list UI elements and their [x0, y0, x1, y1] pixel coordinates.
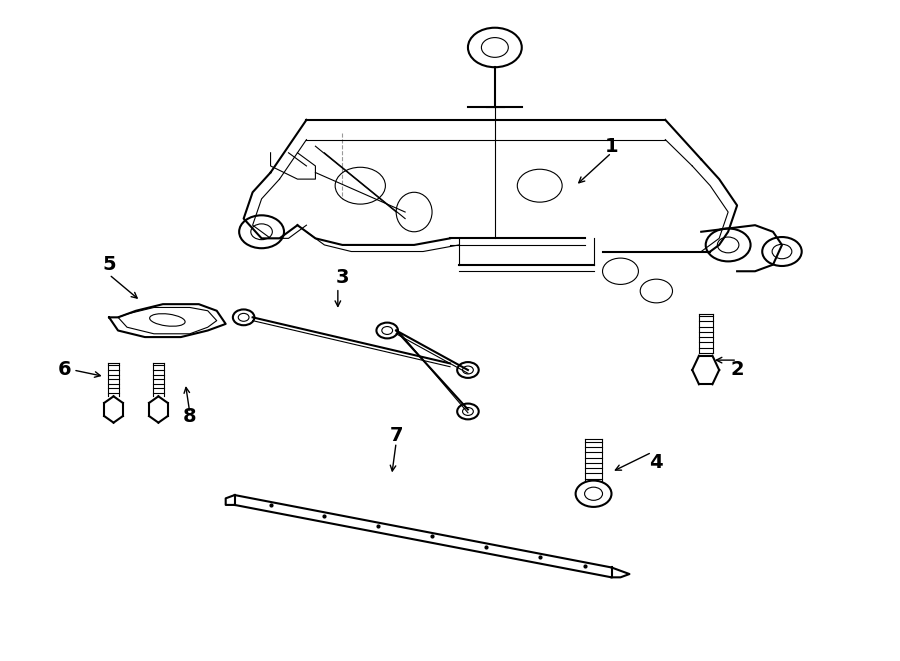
Text: 2: 2 — [730, 360, 744, 379]
Text: 5: 5 — [103, 255, 116, 274]
Text: 8: 8 — [183, 407, 196, 426]
Text: 3: 3 — [336, 268, 349, 288]
Text: 1: 1 — [605, 137, 618, 156]
Text: 6: 6 — [58, 360, 71, 379]
Text: 7: 7 — [390, 426, 403, 446]
Text: 4: 4 — [650, 453, 663, 472]
